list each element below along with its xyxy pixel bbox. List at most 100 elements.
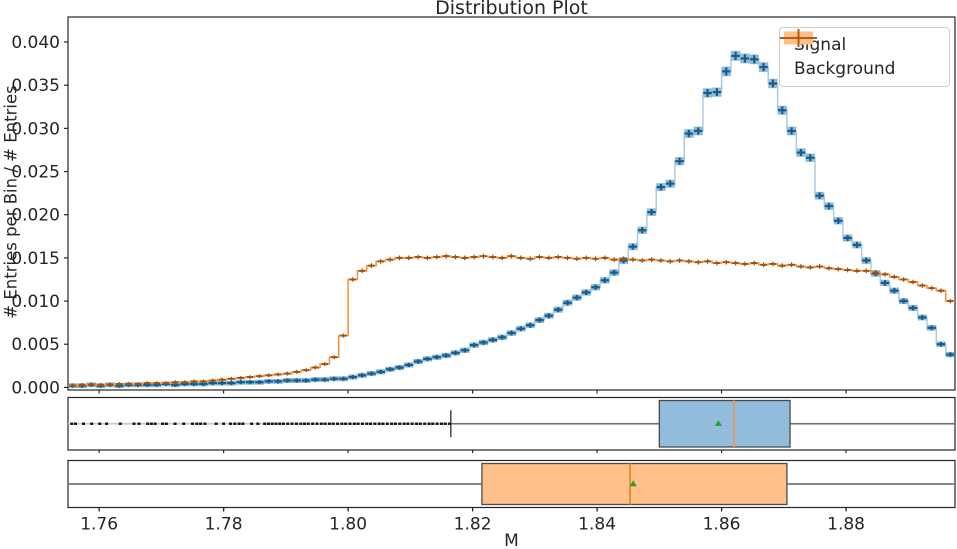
flier-point: [306, 422, 310, 425]
flier-point: [319, 422, 323, 425]
flier-point: [398, 422, 402, 425]
flier-point: [250, 422, 254, 425]
flier-point: [182, 422, 186, 425]
flier-point: [278, 422, 282, 425]
legend: Signal Background: [779, 27, 950, 87]
flier-point: [352, 422, 356, 425]
flier-point: [228, 422, 232, 425]
y-tick-label: 0.000: [11, 378, 60, 398]
flier-point: [286, 422, 290, 425]
flier-point: [105, 422, 109, 425]
y-tick-label: 0.035: [11, 76, 60, 96]
background-histogram: [68, 253, 955, 388]
flier-point: [427, 422, 431, 425]
flier-point: [203, 422, 207, 425]
legend-item-background: Background: [780, 29, 941, 81]
y-axis-label: # Entries per Bin / # Entries: [1, 85, 21, 319]
flier-point: [149, 422, 153, 425]
flier-point: [294, 422, 298, 425]
flier-point: [327, 422, 331, 425]
signal-boxplot: [67, 396, 956, 453]
mean-marker: [714, 419, 723, 426]
y-tick-label: 0.020: [11, 206, 60, 226]
flier-point: [369, 422, 373, 425]
flier-point: [274, 422, 278, 425]
box: [658, 399, 791, 448]
flier-point: [146, 422, 150, 425]
flier-point: [431, 422, 435, 425]
x-tick-label: 1.84: [578, 515, 616, 535]
flier-point: [365, 422, 369, 425]
flier-point: [290, 422, 294, 425]
flier-point: [90, 422, 94, 425]
flier-point: [415, 422, 419, 425]
flier-point: [443, 422, 447, 425]
background-boxplot: [67, 459, 956, 511]
flier-point: [373, 422, 377, 425]
flier-point: [402, 422, 406, 425]
flier-point: [82, 422, 86, 425]
flier-point: [270, 422, 274, 425]
flier-point: [132, 422, 136, 425]
y-tick-label: 0.005: [11, 335, 60, 355]
flier-point: [323, 422, 327, 425]
x-tick-label: 1.78: [205, 515, 243, 535]
x-tick-label: 1.76: [80, 515, 118, 535]
flier-point: [164, 422, 168, 425]
flier-point: [393, 422, 397, 425]
flier-point: [241, 422, 245, 425]
flier-point: [98, 422, 102, 425]
x-tick-label: 1.88: [827, 515, 865, 535]
flier-point: [161, 422, 165, 425]
y-tick-label: 0.025: [11, 163, 60, 183]
y-tick-label: 0.030: [11, 119, 60, 139]
y-tick-label: 0.040: [11, 33, 60, 53]
flier-point: [263, 422, 267, 425]
x-axis-label: M: [504, 531, 519, 549]
flier-point: [340, 422, 344, 425]
flier-point: [406, 422, 410, 425]
flier-point: [390, 422, 394, 425]
flier-point: [435, 422, 439, 425]
flier-point: [356, 422, 360, 425]
flier-point: [153, 422, 157, 425]
flier-point: [348, 422, 352, 425]
flier-point: [256, 422, 260, 425]
flier-point: [266, 422, 270, 425]
flier-point: [344, 422, 348, 425]
flier-point: [190, 422, 194, 425]
flier-point: [423, 422, 427, 425]
y-tick-label: 0.010: [11, 292, 60, 312]
flier-point: [311, 422, 315, 425]
flier-point: [281, 422, 285, 425]
flier-point: [360, 422, 364, 425]
flier-point: [173, 422, 177, 425]
main-axes: [67, 16, 956, 391]
main-axis-ticks: 0.000 0.005 0.010 0.015 0.020 0.025 0.030 0.035…: [11, 33, 847, 398]
flier-point: [336, 422, 340, 425]
plot-title: Distribution Plot: [435, 0, 588, 19]
flier-point: [418, 422, 422, 425]
flier-point: [315, 422, 319, 425]
x-tick-label: 1.82: [454, 515, 492, 535]
x-tick-label: 1.80: [329, 515, 367, 535]
flier-point: [381, 422, 385, 425]
flier-point: [195, 422, 199, 425]
flier-point: [385, 422, 389, 425]
flier-point: [214, 422, 218, 425]
flier-point: [331, 422, 335, 425]
flier-point: [448, 422, 452, 425]
signal-histogram: [68, 50, 955, 389]
flier-point: [222, 422, 226, 425]
flier-point: [439, 422, 443, 425]
x-tick-label: 1.86: [703, 515, 741, 535]
background-errorbar-swatch-icon: [780, 29, 817, 47]
flier-point: [410, 422, 414, 425]
flier-point: [303, 422, 307, 425]
flier-point: [70, 422, 74, 425]
flier-point: [73, 422, 77, 425]
flier-point: [233, 422, 237, 425]
flier-point: [237, 422, 241, 425]
